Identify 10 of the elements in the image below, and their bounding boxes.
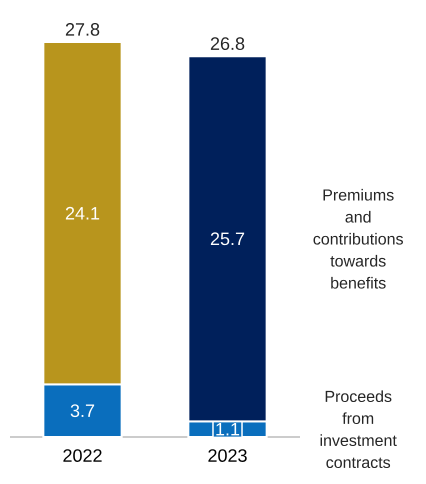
text: Premiums and contributions towards benefits <box>314 188 403 289</box>
total-label: 27.8 <box>66 23 100 36</box>
data-label: 1.1 <box>216 422 240 436</box>
text: Proceeds from investment contracts <box>320 390 397 468</box>
data-label: 3.7 <box>70 404 94 418</box>
total-label: 26.8 <box>210 37 244 50</box>
data-label: 24.1 <box>66 206 100 220</box>
x-tick-label: 2022 <box>63 449 102 462</box>
data-label: 25.7 <box>210 232 244 246</box>
x-tick-label: 2023 <box>208 449 247 462</box>
